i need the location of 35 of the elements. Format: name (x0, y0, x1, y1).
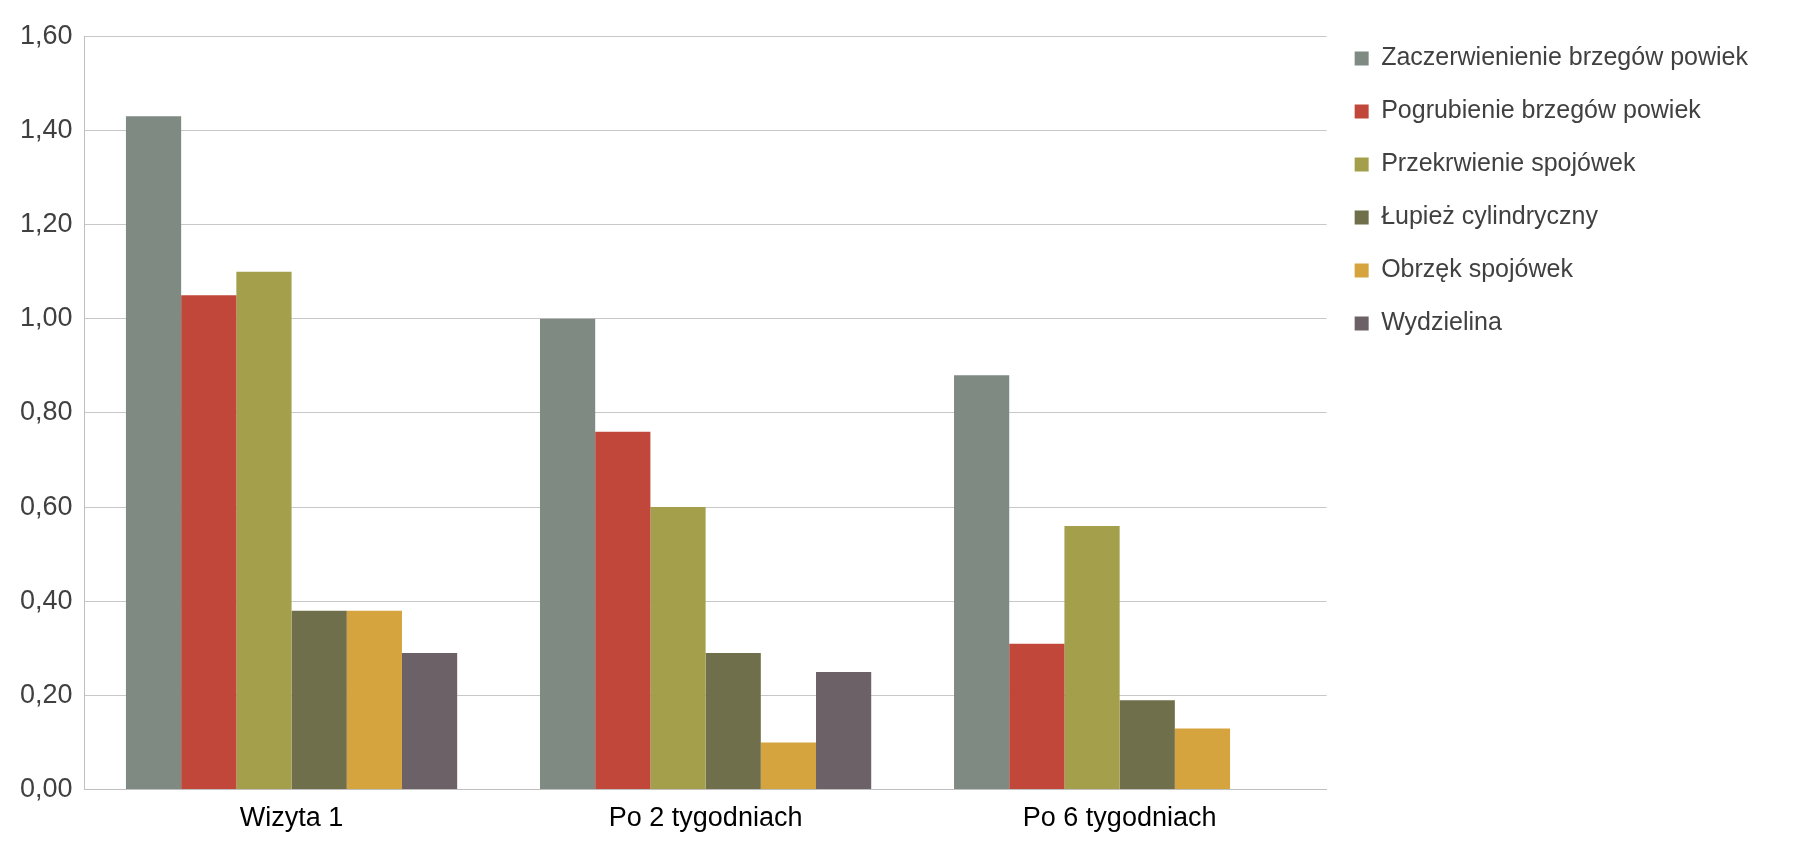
bar (236, 271, 292, 790)
bar (1009, 643, 1065, 790)
y-tick-label: 0,00 (19, 773, 73, 804)
bar (650, 507, 706, 790)
bar (291, 610, 347, 790)
x-tick-label: Wizyta 1 (239, 802, 344, 833)
x-tick-label: Po 6 tygodniach (1022, 802, 1217, 833)
legend-label: Wydzielina (1381, 307, 1502, 336)
y-tick-label: 1,20 (19, 208, 73, 238)
bar (705, 653, 761, 790)
bar (1119, 700, 1175, 790)
legend-label: Pogrubienie brzegów powiek (1381, 95, 1702, 124)
bar (595, 431, 651, 790)
bar (954, 375, 1010, 790)
y-tick-label: 0,80 (19, 396, 73, 427)
y-tick-label: 1,00 (19, 302, 73, 333)
legend-label: Obrzęk spojówek (1381, 254, 1574, 283)
bar (181, 295, 237, 790)
y-tick-label: 0,40 (19, 584, 73, 615)
bar (816, 671, 872, 790)
bar (760, 742, 817, 790)
bar (125, 116, 182, 790)
y-tick-label: 1,60 (19, 19, 73, 50)
bar (401, 653, 458, 790)
legend-label: Łupież cylindryczny (1381, 201, 1599, 230)
bar (346, 610, 402, 790)
y-tick-label: 0,20 (19, 678, 73, 709)
bar (1174, 728, 1231, 790)
bar (1064, 525, 1120, 790)
legend-label: Zaczerwienienie brzegów powiek (1381, 42, 1749, 71)
bar (539, 318, 596, 790)
x-tick-label: Po 2 tygodniach (608, 802, 803, 833)
legend-label: Przekrwienie spojówek (1381, 148, 1636, 177)
y-tick-label: 0,60 (19, 490, 73, 521)
y-tick-label: 1,40 (19, 113, 73, 144)
